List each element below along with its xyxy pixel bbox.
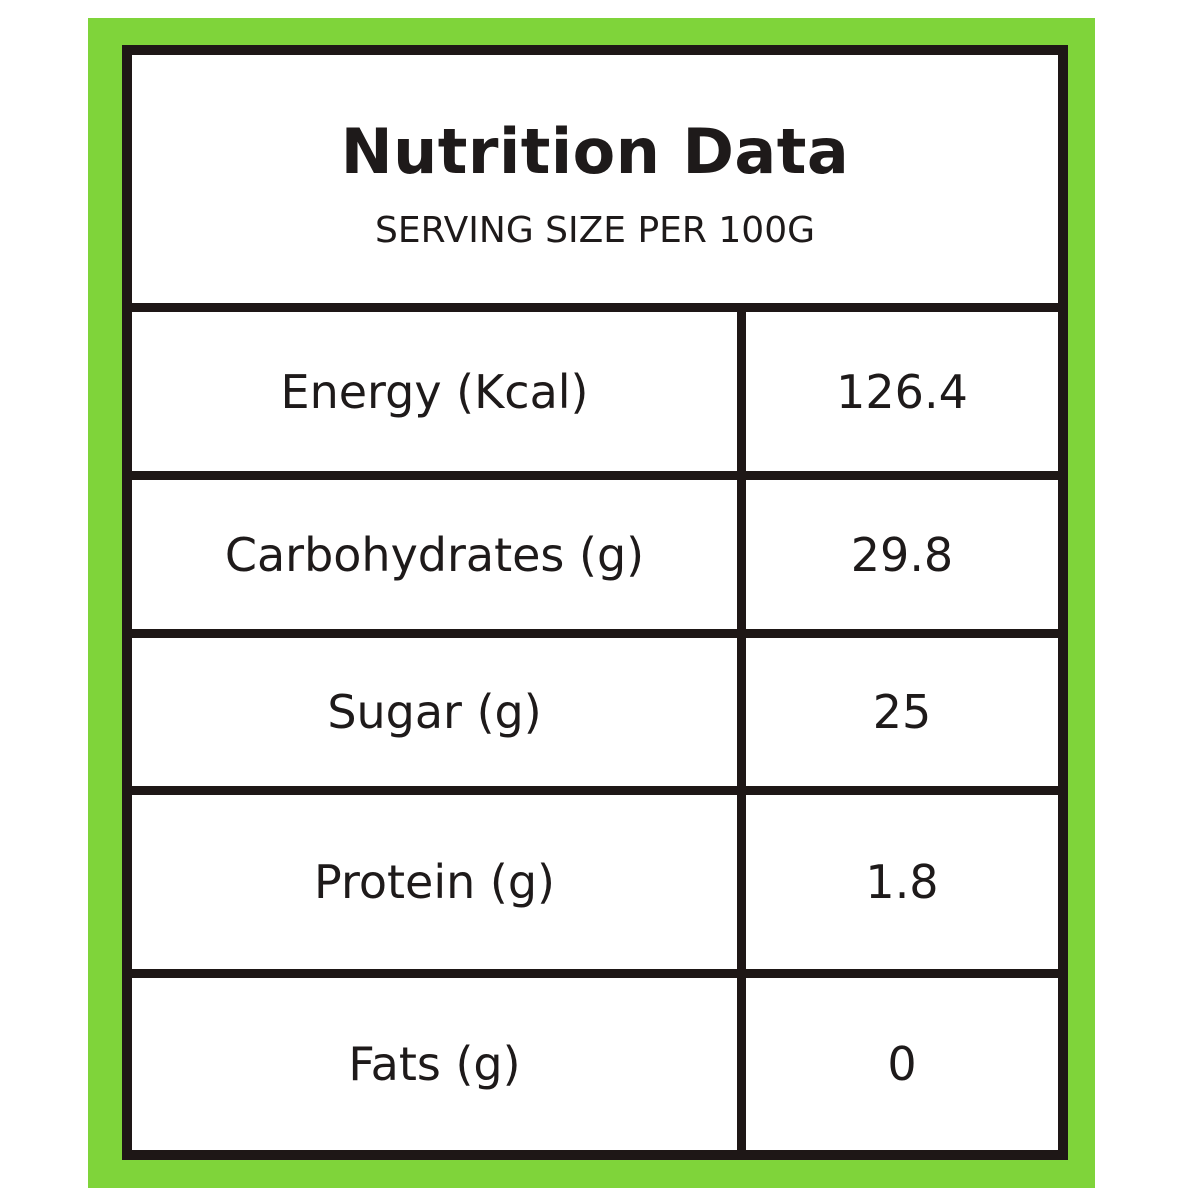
nutrient-value: 29.8 <box>850 527 954 582</box>
nutrition-label: Nutrition Data SERVING SIZE PER 100G Ene… <box>122 45 1068 1160</box>
header: Nutrition Data SERVING SIZE PER 100G <box>132 55 1058 312</box>
table-row: Sugar (g) 25 <box>132 638 1058 795</box>
nutrient-name: Energy (Kcal) <box>132 312 746 471</box>
nutrient-name: Sugar (g) <box>132 638 746 786</box>
table-row: Fats (g) 0 <box>132 978 1058 1150</box>
subtitle: SERVING SIZE PER 100G <box>375 210 815 251</box>
nutrient-name: Carbohydrates (g) <box>132 480 746 629</box>
table-row: Carbohydrates (g) 29.8 <box>132 480 1058 638</box>
nutrient-value: 126.4 <box>836 364 968 419</box>
table-row: Energy (Kcal) 126.4 <box>132 312 1058 480</box>
nutrient-value: 25 <box>872 685 932 739</box>
nutrient-value: 0 <box>887 1037 917 1091</box>
title: Nutrition Data <box>340 115 850 188</box>
nutrient-name: Fats (g) <box>132 978 746 1150</box>
nutrient-name: Protein (g) <box>132 795 746 969</box>
nutrient-value: 1.8 <box>865 855 939 909</box>
table-row: Protein (g) 1.8 <box>132 795 1058 978</box>
